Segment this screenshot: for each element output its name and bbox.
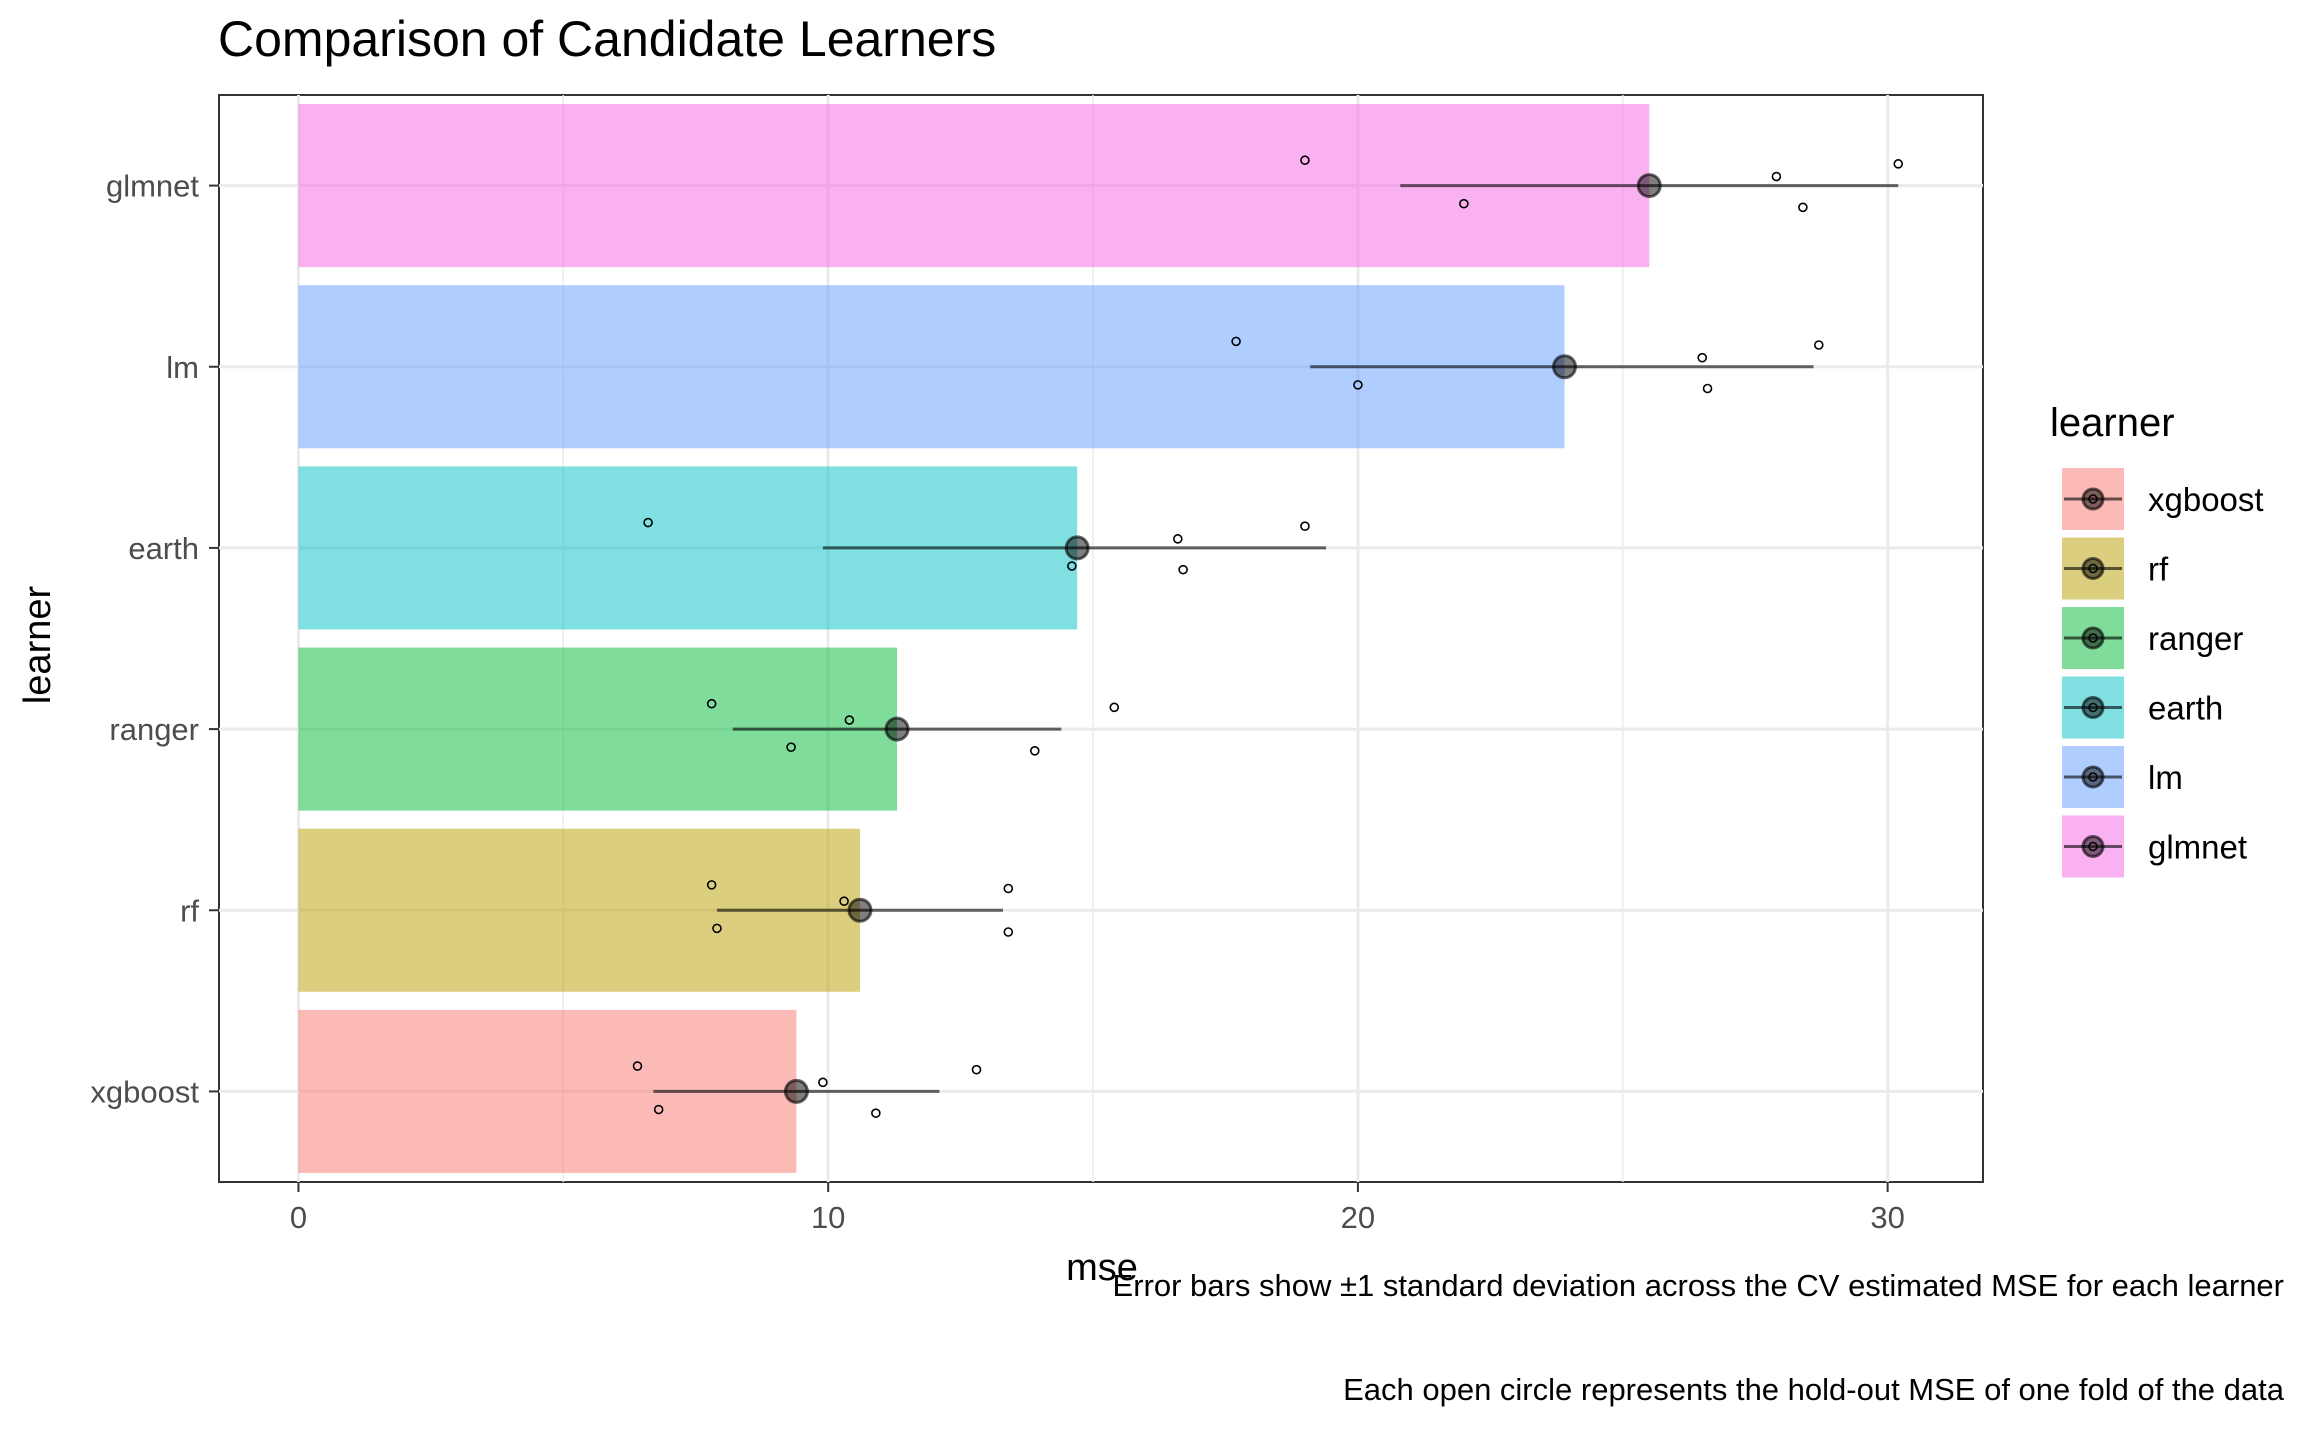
y-axis-title: learner — [17, 586, 59, 705]
errorbar-layer — [653, 173, 1899, 1104]
mean-point-lm — [1552, 354, 1578, 380]
mean-point-glmnet — [1636, 173, 1662, 199]
fold-point-lm — [1231, 336, 1241, 347]
fold-point-ranger — [844, 715, 855, 725]
fold-point-ranger — [706, 698, 717, 709]
legend-open-point — [2088, 633, 2098, 643]
x-axis-title: mse — [1066, 1247, 1138, 1289]
y-tick-label: rf — [180, 893, 199, 928]
mean-point-rf — [847, 897, 873, 923]
x-tick-label: 10 — [811, 1200, 845, 1235]
fold-point-earth — [1067, 561, 1077, 571]
legend-point — [2081, 835, 2105, 858]
legend-item-rf: rf — [2062, 537, 2169, 600]
y-tick-label: earth — [128, 531, 199, 566]
fold-point-lm — [1813, 340, 1824, 350]
legend-label: rf — [2148, 551, 2169, 588]
fold-point-xgboost — [971, 1064, 982, 1075]
x-tick-label: 30 — [1870, 1200, 1904, 1235]
legend-item-earth: earth — [2062, 676, 2223, 739]
legend-open-point — [2088, 772, 2098, 782]
legend-item-glmnet: glmnet — [2062, 815, 2247, 878]
fold-point-rf — [712, 923, 722, 934]
fold-point-lm — [1702, 383, 1713, 394]
caption-sd: Error bars show ±1 standard deviation ac… — [1113, 1268, 2284, 1303]
legend: learner xgboost rf ranger earth lm glmnet — [2050, 401, 2264, 878]
fold-point-earth — [1173, 534, 1183, 544]
legend-open-point — [2088, 841, 2098, 852]
fold-point-xgboost — [632, 1061, 643, 1071]
fold-point-rf — [1003, 883, 1014, 894]
legend-item-lm: lm — [2062, 746, 2183, 808]
mean-point-earth — [1064, 535, 1090, 561]
fold-point-glmnet — [1798, 202, 1808, 213]
y-tick-label: xgboost — [90, 1074, 199, 1109]
fold-point-rf — [1003, 927, 1014, 937]
fold-point-earth — [643, 517, 653, 528]
y-tick-label: lm — [166, 350, 199, 385]
fold-point-ranger — [1029, 746, 1040, 756]
legend-label: earth — [2148, 690, 2223, 727]
legend-point — [2081, 626, 2105, 650]
caption-folds: Each open circle represents the hold-out… — [1343, 1372, 2285, 1407]
fold-point-earth — [1300, 521, 1310, 531]
fold-point-xgboost — [818, 1077, 828, 1088]
fold-point-xgboost — [871, 1108, 881, 1118]
fold-point-rf — [839, 896, 849, 906]
x-tick-label: 0 — [290, 1200, 307, 1235]
x-tick-label: 20 — [1341, 1200, 1375, 1235]
y-axis: xgboost rf ranger earth lm glmnet — [90, 169, 219, 1109]
fold-point-rf — [706, 880, 717, 890]
fold-point-glmnet — [1459, 198, 1469, 209]
legend-item-xgboost: xgboost — [2062, 468, 2264, 530]
fold-point-glmnet — [1300, 155, 1310, 166]
fold-point-ranger — [1109, 702, 1120, 713]
fold-point-lm — [1353, 380, 1363, 390]
chart-title: Comparison of Candidate Learners — [218, 11, 996, 67]
plot-panel — [218, 94, 1984, 1183]
fold-point-ranger — [786, 742, 796, 753]
legend-point — [2081, 487, 2105, 511]
legend-label: glmnet — [2148, 829, 2247, 866]
legend-item-ranger: ranger — [2062, 607, 2243, 669]
fold-point-glmnet — [1771, 171, 1782, 182]
legend-point — [2081, 557, 2105, 580]
legend-label: xgboost — [2148, 481, 2264, 518]
mean-point-xgboost — [783, 1078, 809, 1104]
fold-layer — [632, 155, 1904, 1118]
legend-open-point — [2088, 494, 2098, 504]
fold-point-glmnet — [1893, 159, 1904, 169]
legend-point — [2081, 765, 2105, 789]
x-axis: 0 10 20 30 — [290, 1182, 1905, 1235]
mean-point-ranger — [884, 716, 910, 742]
y-tick-label: glmnet — [106, 169, 199, 204]
legend-title: learner — [2050, 401, 2175, 445]
legend-point — [2081, 696, 2105, 719]
fold-point-lm — [1697, 352, 1708, 363]
fold-point-earth — [1178, 564, 1188, 575]
y-tick-label: ranger — [109, 712, 199, 747]
legend-open-point — [2088, 702, 2098, 713]
legend-label: ranger — [2148, 620, 2243, 657]
fold-point-xgboost — [653, 1104, 664, 1115]
legend-open-point — [2088, 563, 2098, 574]
legend-label: lm — [2148, 759, 2183, 796]
